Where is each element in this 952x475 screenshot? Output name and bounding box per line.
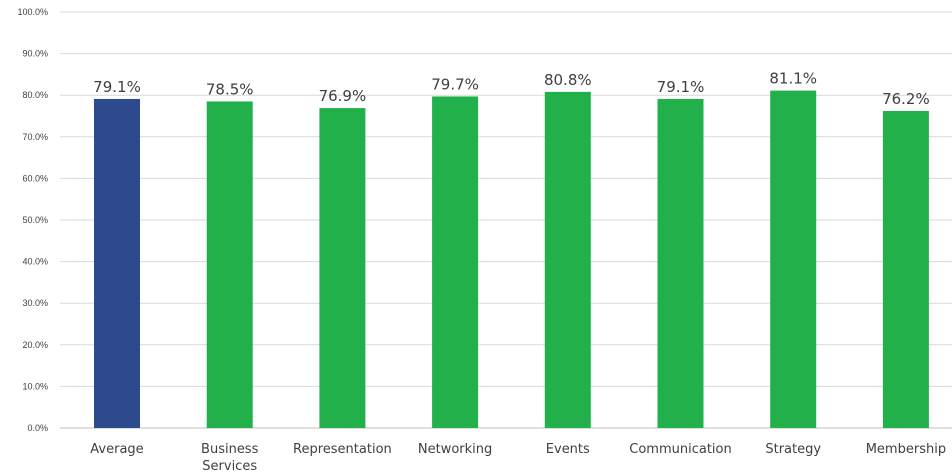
- data-label: 79.1%: [657, 78, 705, 96]
- data-label: 78.5%: [206, 80, 254, 98]
- y-tick-label: 30.0%: [22, 298, 48, 308]
- y-tick-label: 50.0%: [22, 215, 48, 225]
- data-label: 80.8%: [544, 71, 592, 89]
- bar-communication: [657, 98, 704, 428]
- y-tick-label: 0.0%: [27, 423, 48, 433]
- y-tick-label: 40.0%: [22, 257, 48, 267]
- x-tick-label: Strategy: [765, 442, 821, 457]
- x-tick-label: Representation: [293, 442, 392, 457]
- data-label: 79.7%: [431, 75, 479, 93]
- bar-representation: [319, 108, 366, 428]
- x-tick-label: Networking: [418, 442, 492, 457]
- data-label: 76.2%: [882, 90, 930, 108]
- x-tick-label: Communication: [629, 442, 731, 457]
- x-tick-label: Events: [546, 442, 590, 457]
- x-tick-label: Business Services: [201, 442, 259, 474]
- data-label: 76.9%: [319, 87, 367, 105]
- data-label: 81.1%: [769, 70, 817, 88]
- y-tick-label: 90.0%: [22, 49, 48, 59]
- bar-networking: [432, 96, 479, 428]
- bar-membership: [882, 111, 929, 429]
- x-tick-label: Average: [90, 442, 143, 457]
- y-tick-label: 60.0%: [22, 173, 48, 183]
- y-tick-label: 100.0%: [17, 7, 48, 17]
- y-tick-label: 70.0%: [22, 132, 48, 142]
- bar-average: [94, 98, 140, 428]
- bar-strategy: [770, 90, 817, 429]
- bar-business-services: [206, 101, 253, 428]
- y-tick-label: 20.0%: [22, 340, 48, 350]
- bar-events: [544, 91, 591, 428]
- data-label: 79.1%: [93, 78, 141, 96]
- y-tick-label: 10.0%: [22, 381, 48, 391]
- y-tick-label: 80.0%: [22, 90, 48, 100]
- x-tick-label: Membership: [866, 442, 946, 457]
